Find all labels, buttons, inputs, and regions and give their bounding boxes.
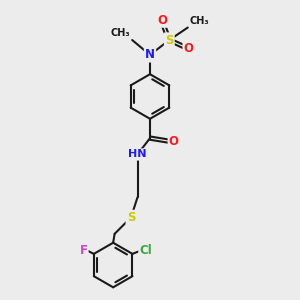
Text: S: S — [165, 34, 174, 46]
Text: O: O — [184, 42, 194, 56]
Text: CH₃: CH₃ — [189, 16, 209, 26]
Text: Cl: Cl — [140, 244, 152, 257]
Text: S: S — [127, 211, 135, 224]
Text: O: O — [169, 135, 179, 148]
Text: F: F — [80, 244, 87, 257]
Text: N: N — [145, 48, 155, 62]
Text: O: O — [157, 14, 167, 27]
Text: CH₃: CH₃ — [110, 28, 130, 38]
Text: HN: HN — [128, 149, 147, 160]
